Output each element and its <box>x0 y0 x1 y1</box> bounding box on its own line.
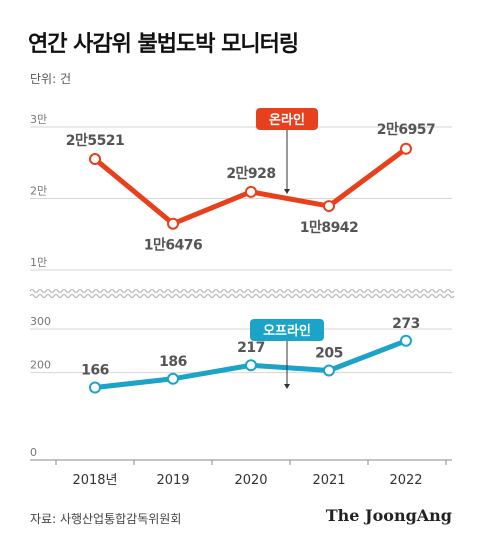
data-label: 205 <box>315 345 343 361</box>
data-label: 2만928 <box>226 166 275 182</box>
y-tick-label: 3만 <box>30 113 47 126</box>
data-label: 166 <box>81 363 109 379</box>
break-wave <box>29 288 455 294</box>
series-badge-label: 온라인 <box>269 112 305 128</box>
data-point <box>245 185 257 198</box>
y-tick-label: 0 <box>30 446 37 459</box>
data-point <box>89 381 101 394</box>
x-tick-label: 2021 <box>312 473 345 488</box>
unit-label: 단위: 건 <box>30 72 71 86</box>
series-badge <box>256 108 318 130</box>
series-badge <box>250 319 324 341</box>
data-point <box>400 334 412 347</box>
data-point <box>245 359 257 372</box>
publisher-logo: The JoongAng <box>325 506 452 525</box>
data-label: 1만8942 <box>300 220 359 236</box>
y-tick-label: 300 <box>30 315 51 328</box>
data-label: 273 <box>392 316 420 332</box>
data-label: 186 <box>159 354 187 370</box>
data-label: 1만6476 <box>144 238 203 254</box>
badge-pointer-arrow <box>284 189 290 194</box>
data-label: 2만5521 <box>66 133 125 149</box>
y-tick-label: 200 <box>30 359 51 372</box>
x-tick-label: 2018년 <box>72 473 117 488</box>
source-note: 자료: 사행산업통합감독위원회 <box>30 512 182 526</box>
x-tick-label: 2019 <box>156 473 189 488</box>
data-label: 2만6957 <box>377 122 436 138</box>
x-tick-label: 2020 <box>234 473 267 488</box>
data-point <box>167 372 179 385</box>
data-point <box>167 217 179 230</box>
x-tick-label: 2022 <box>389 473 422 488</box>
series-badge-label: 오프라인 <box>263 323 311 339</box>
break-wave <box>29 293 455 299</box>
data-point <box>400 142 412 155</box>
y-tick-label: 2만 <box>30 185 47 198</box>
axis-break-mark <box>29 288 455 299</box>
data-point <box>89 153 101 166</box>
data-label: 217 <box>237 340 265 356</box>
badge-pointer-arrow <box>284 384 290 389</box>
data-point <box>323 200 335 213</box>
data-point <box>323 364 335 377</box>
y-tick-label: 1만 <box>30 256 47 269</box>
chart-title: 연간 사감위 불법도박 모니터링 <box>28 32 299 57</box>
